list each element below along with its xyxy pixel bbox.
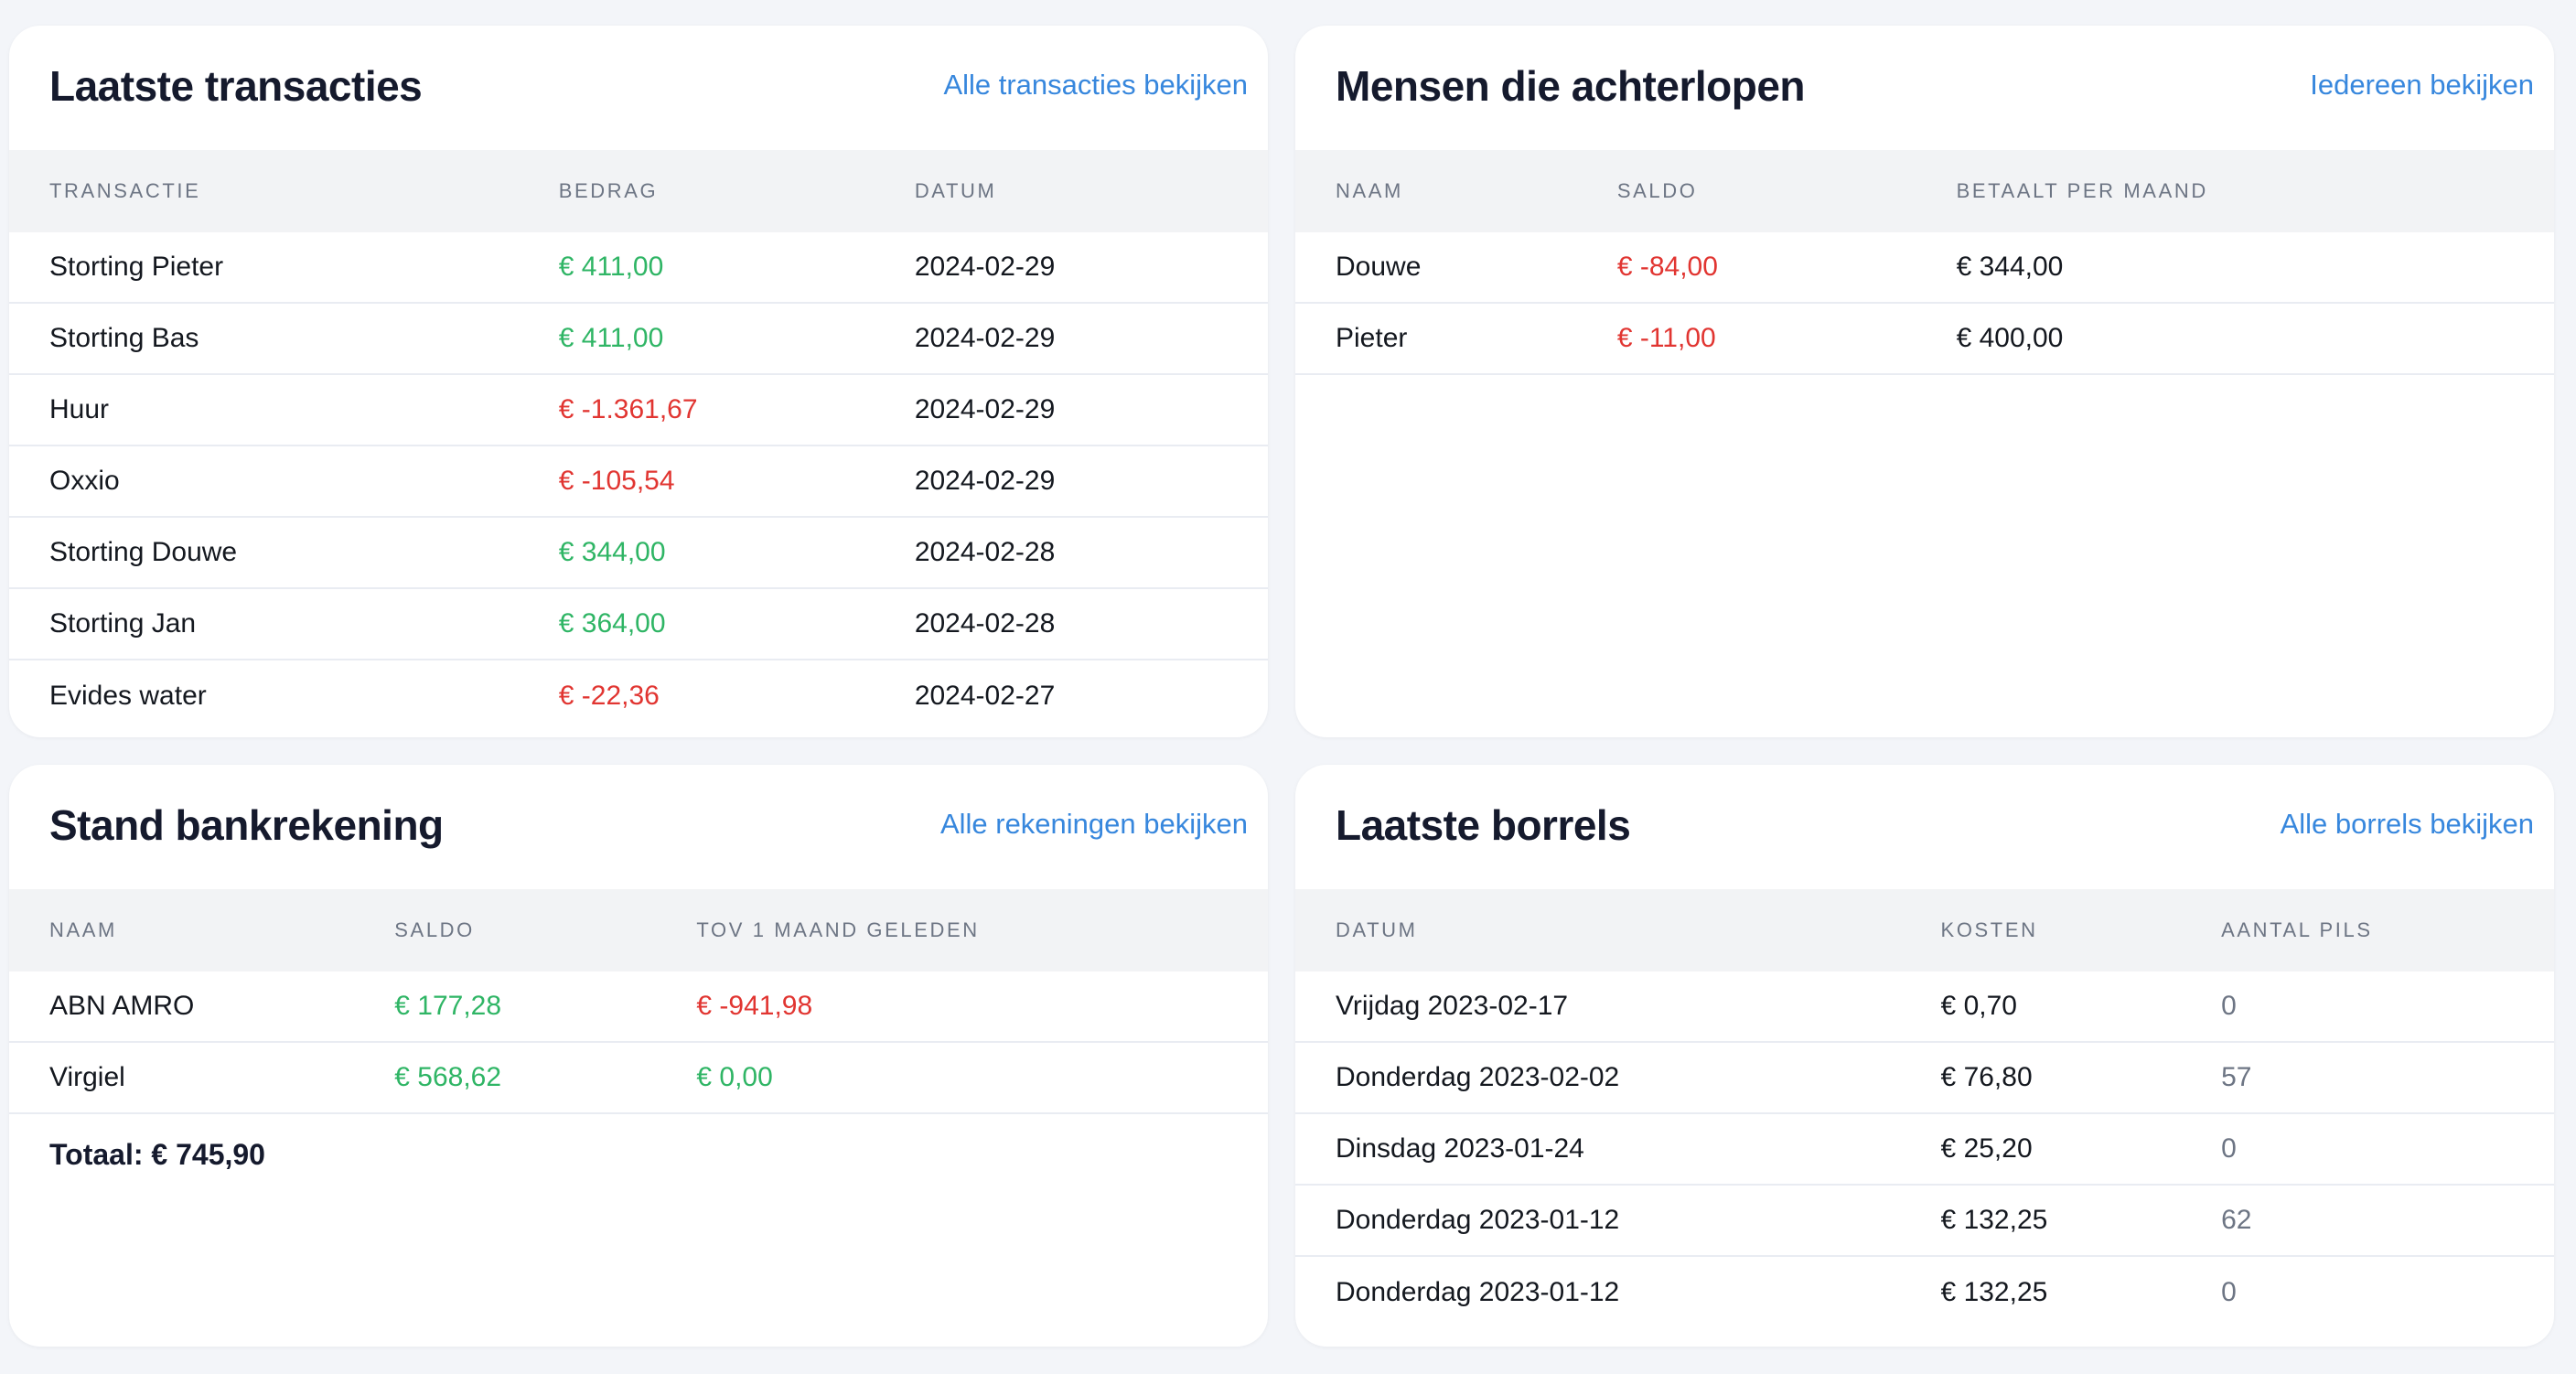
amount-cell: € -1.361,67	[558, 394, 698, 424]
column-header-tov-1-maand-geleden: Tov 1 maand geleden	[696, 918, 980, 941]
transaction-name-cell: Huur	[49, 394, 110, 424]
column-header-saldo: Saldo	[394, 918, 475, 941]
date-cell: 2024-02-28	[914, 537, 1056, 567]
column-header-aantal-pils: Aantal pils	[2221, 918, 2373, 941]
card-laatste-transacties: Laatste transacties Alle transacties bek…	[9, 26, 1268, 737]
table-header-row: Transactie Bedrag Datum	[9, 150, 1268, 232]
table-header-row: Naam Saldo Betaalt per maand	[1295, 150, 2554, 232]
beer-count-cell: 0	[2221, 1133, 2237, 1164]
table-row: Huur € -1.361,67 2024-02-29	[9, 375, 1268, 446]
column-header-saldo: Saldo	[1616, 179, 1698, 202]
date-cell: 2024-02-29	[914, 252, 1056, 282]
cost-cell: € 76,80	[1940, 1062, 2033, 1092]
saldo-cell: € 177,28	[394, 991, 502, 1021]
card-title: Mensen die achterlopen	[1336, 62, 1806, 110]
borrel-date-cell: Donderdag 2023-01-12	[1336, 1277, 1620, 1307]
column-header-transactie: Transactie	[49, 179, 201, 202]
column-header-naam: Naam	[1336, 179, 1403, 202]
accounts-total: Totaal: € 745,90	[49, 1138, 265, 1171]
saldo-cell: € 568,62	[394, 1062, 502, 1092]
monthly-payment-cell: € 400,00	[1956, 323, 2064, 353]
view-all-borrels-link[interactable]: Alle borrels bekijken	[2280, 808, 2534, 840]
cost-cell: € 25,20	[1940, 1133, 2033, 1164]
card-mensen-die-achterlopen: Mensen die achterlopen Iedereen bekijken…	[1295, 26, 2554, 737]
borrel-date-cell: Donderdag 2023-02-02	[1336, 1062, 1620, 1092]
card-title: Laatste borrels	[1336, 801, 1631, 849]
table-row: Virgiel € 568,62 € 0,00	[9, 1043, 1268, 1114]
table-header-row: Naam Saldo Tov 1 maand geleden	[9, 889, 1268, 971]
amount-cell: € 344,00	[558, 537, 666, 567]
transaction-name-cell: Storting Jan	[49, 608, 197, 639]
amount-cell: € -105,54	[558, 466, 675, 496]
card-stand-bankrekening: Stand bankrekening Alle rekeningen bekij…	[9, 765, 1268, 1347]
column-header-kosten: Kosten	[1940, 918, 2038, 941]
card-header: Laatste transacties Alle transacties bek…	[9, 26, 1268, 150]
table-row: Storting Jan € 364,00 2024-02-28	[9, 589, 1268, 660]
transaction-name-cell: Oxxio	[49, 466, 120, 496]
amount-cell: € 411,00	[558, 252, 664, 282]
date-cell: 2024-02-29	[914, 323, 1056, 353]
table-row: Storting Douwe € 344,00 2024-02-28	[9, 518, 1268, 589]
view-all-transactions-link[interactable]: Alle transacties bekijken	[943, 69, 1248, 101]
view-all-accounts-link[interactable]: Alle rekeningen bekijken	[939, 808, 1248, 840]
card-header: Mensen die achterlopen Iedereen bekijken	[1295, 26, 2554, 150]
saldo-cell: € -11,00	[1616, 323, 1716, 353]
card-laatste-borrels: Laatste borrels Alle borrels bekijken Da…	[1295, 765, 2554, 1347]
card-title: Laatste transacties	[49, 62, 423, 110]
date-cell: 2024-02-29	[914, 466, 1056, 496]
saldo-cell: € -84,00	[1616, 252, 1718, 282]
transaction-name-cell: Storting Pieter	[49, 252, 224, 282]
table-row: Oxxio € -105,54 2024-02-29	[9, 446, 1268, 518]
column-header-bedrag: Bedrag	[558, 179, 659, 202]
table-row: Douwe € -84,00 € 344,00	[1295, 232, 2554, 304]
account-name-cell: ABN AMRO	[49, 991, 195, 1021]
transaction-name-cell: Evides water	[49, 681, 207, 711]
column-header-naam: Naam	[49, 918, 117, 941]
table-row: Storting Pieter € 411,00 2024-02-29	[9, 232, 1268, 304]
amount-cell: € -22,36	[558, 681, 660, 711]
borrel-date-cell: Vrijdag 2023-02-17	[1336, 991, 1569, 1021]
delta-cell: € -941,98	[696, 991, 813, 1021]
table-row: Donderdag 2023-01-12 € 132,25 0	[1295, 1257, 2554, 1328]
column-header-datum: Datum	[1336, 918, 1418, 941]
person-name-cell: Douwe	[1336, 252, 1422, 282]
date-cell: 2024-02-27	[914, 681, 1056, 711]
table-row: Vrijdag 2023-02-17 € 0,70 0	[1295, 971, 2554, 1043]
date-cell: 2024-02-29	[914, 394, 1056, 424]
borrel-date-cell: Donderdag 2023-01-12	[1336, 1205, 1620, 1235]
cost-cell: € 132,25	[1940, 1205, 2048, 1235]
beer-count-cell: 0	[2221, 1277, 2237, 1307]
monthly-payment-cell: € 344,00	[1956, 252, 2064, 282]
transaction-name-cell: Storting Douwe	[49, 537, 238, 567]
card-header: Stand bankrekening Alle rekeningen bekij…	[9, 765, 1268, 889]
account-name-cell: Virgiel	[49, 1062, 125, 1092]
cost-cell: € 0,70	[1940, 991, 2017, 1021]
table-row: Donderdag 2023-01-12 € 132,25 62	[1295, 1186, 2554, 1257]
table-row: Evides water € -22,36 2024-02-27	[9, 660, 1268, 732]
table-row: Storting Bas € 411,00 2024-02-29	[9, 304, 1268, 375]
amount-cell: € 364,00	[558, 608, 666, 639]
table-row: Pieter € -11,00 € 400,00	[1295, 304, 2554, 375]
amount-cell: € 411,00	[558, 323, 664, 353]
person-name-cell: Pieter	[1336, 323, 1408, 353]
table-row: Donderdag 2023-02-02 € 76,80 57	[1295, 1043, 2554, 1114]
beer-count-cell: 0	[2221, 991, 2237, 1021]
table-row: Dinsdag 2023-01-24 € 25,20 0	[1295, 1114, 2554, 1186]
column-header-datum: Datum	[914, 179, 997, 202]
transaction-name-cell: Storting Bas	[49, 323, 199, 353]
column-header-betaalt-per-maand: Betaalt per maand	[1956, 179, 2208, 202]
card-title: Stand bankrekening	[49, 801, 444, 849]
date-cell: 2024-02-28	[914, 608, 1056, 639]
beer-count-cell: 57	[2221, 1062, 2252, 1092]
beer-count-cell: 62	[2221, 1205, 2252, 1235]
table-header-row: Datum Kosten Aantal pils	[1295, 889, 2554, 971]
borrel-date-cell: Dinsdag 2023-01-24	[1336, 1133, 1584, 1164]
cost-cell: € 132,25	[1940, 1277, 2048, 1307]
table-row: ABN AMRO € 177,28 € -941,98	[9, 971, 1268, 1043]
card-header: Laatste borrels Alle borrels bekijken	[1295, 765, 2554, 889]
view-everyone-link[interactable]: Iedereen bekijken	[2310, 69, 2534, 101]
delta-cell: € 0,00	[696, 1062, 773, 1092]
